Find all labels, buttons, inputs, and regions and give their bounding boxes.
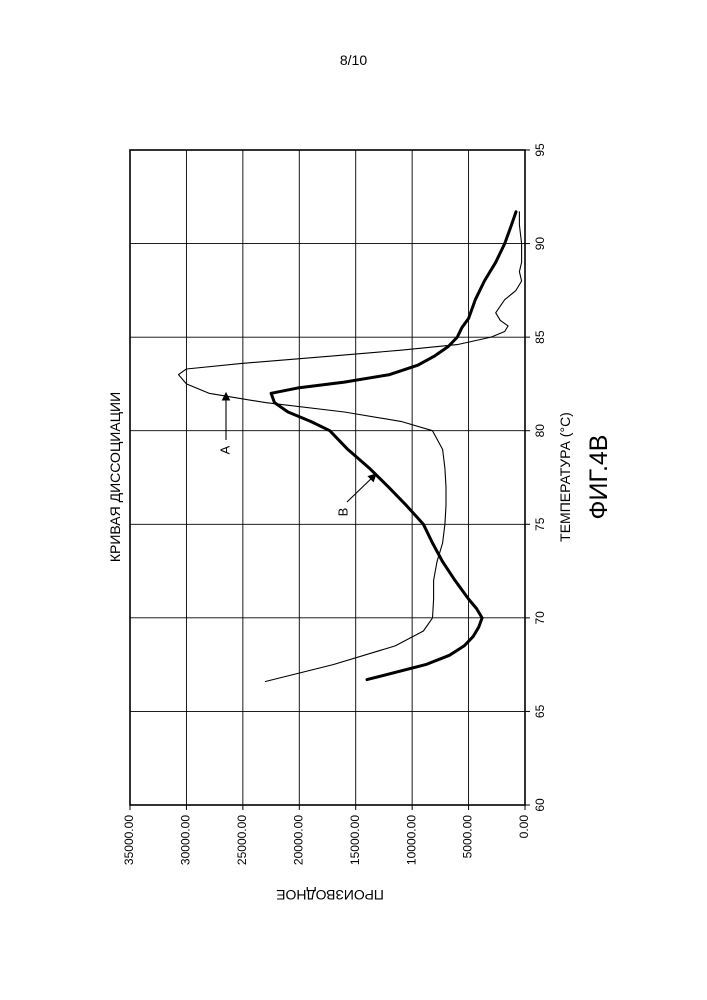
figure-label: ФИГ.4В [585, 435, 613, 520]
y-tick-label: 25000.00 [235, 815, 249, 865]
x-axis-label: ТЕМПЕРАТУРА (°C) [557, 412, 573, 542]
y-tick-label: 5000.00 [461, 815, 475, 859]
annotation-label-b: B [335, 508, 350, 517]
y-tick-label: 15000.00 [348, 815, 362, 865]
x-tick-label: 75 [533, 517, 547, 531]
series-line-b [271, 212, 516, 680]
x-tick-label: 85 [533, 330, 547, 344]
x-tick-label: 90 [533, 237, 547, 251]
annotation-arrow-b [347, 474, 376, 502]
x-tick-label: 80 [533, 424, 547, 438]
y-tick-label: 10000.00 [404, 815, 418, 865]
chart-title: КРИВАЯ ДИССОЦИАЦИИ [107, 392, 123, 562]
tick-labels: 60 65 70 75 80 85 90 95 0.00 5000.00 10000.00 15000… [122, 143, 547, 865]
grid-lines [130, 150, 530, 810]
y-tick-label: 20000.00 [291, 815, 305, 865]
plot-area [130, 150, 525, 805]
annotation-label-a: A [217, 445, 232, 454]
x-tick-label: 65 [533, 704, 547, 718]
x-tick-label: 60 [533, 798, 547, 812]
y-tick-label: 35000.00 [122, 815, 136, 865]
y-axis-label: ПРОИЗВОДНОЕ [276, 887, 384, 903]
x-tick-label: 95 [533, 143, 547, 157]
y-tick-label: 0.00 [517, 815, 531, 839]
x-tick-label: 70 [533, 611, 547, 625]
y-tick-label: 30000.00 [179, 815, 193, 865]
